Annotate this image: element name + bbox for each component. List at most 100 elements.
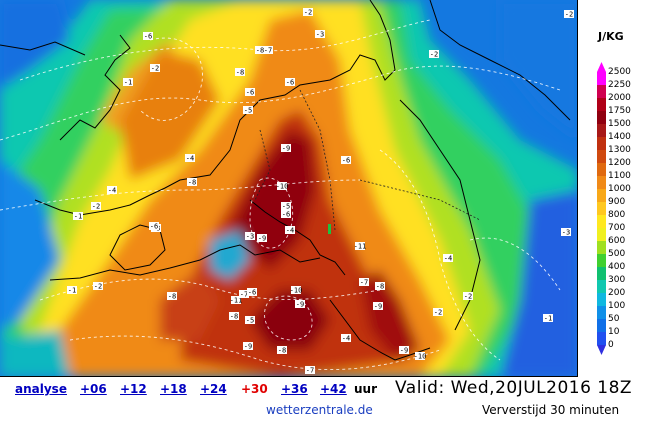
legend-swatch	[597, 163, 606, 177]
contour-label: -6	[281, 210, 291, 219]
contour-label: -8	[375, 282, 385, 291]
legend-tick-label: 600	[608, 236, 626, 246]
legend-tick-label: 1000	[608, 184, 631, 194]
svg-text:-6: -6	[150, 223, 158, 231]
legend-swatch	[597, 267, 606, 281]
svg-text:-4: -4	[342, 335, 350, 343]
contour-label: -2	[564, 10, 574, 19]
svg-text:-2: -2	[151, 65, 159, 73]
svg-text:-6: -6	[246, 89, 254, 97]
svg-text:-8: -8	[256, 47, 264, 55]
legend-swatch	[597, 215, 606, 229]
contour-label: -9	[373, 302, 383, 311]
contour-label: -9	[257, 234, 267, 243]
contour-label: -2	[150, 64, 160, 73]
footer: wetterzentrale.de Ververstijd 30 minuten	[0, 399, 648, 421]
legend-swatch	[597, 319, 606, 333]
svg-text:-9: -9	[296, 301, 304, 309]
svg-text:-5: -5	[282, 203, 290, 211]
legend-tick-label: 1400	[608, 132, 631, 142]
hours-unit-label: uur	[354, 382, 378, 396]
contour-label: -11	[354, 242, 367, 251]
legend-swatch	[597, 280, 606, 294]
nav-plus42-link[interactable]: +42	[320, 382, 347, 396]
legend-tick-label: 900	[608, 197, 626, 207]
legend-tick-label: 10	[608, 327, 620, 337]
contour-label: -2	[463, 292, 473, 301]
contour-label: -10	[290, 286, 302, 295]
svg-text:-11: -11	[354, 243, 367, 251]
contour-label: -10	[414, 352, 427, 361]
legend-swatch	[597, 332, 606, 346]
svg-text:-9: -9	[374, 303, 382, 311]
legend-swatch	[597, 202, 606, 216]
contour-label: -6	[247, 288, 257, 297]
svg-text:-6: -6	[282, 211, 290, 219]
legend-tick-label: 300	[608, 275, 626, 285]
contour-labels: -7-8-6-6-5-4-4-8-8-9-6-2-3-2-1-2-1-1-2-3…	[67, 8, 574, 375]
contour-label: -6	[341, 156, 351, 165]
svg-text:-1: -1	[68, 287, 76, 295]
contour-label: -4	[341, 334, 351, 343]
legend-swatch	[597, 111, 606, 125]
legend-panel: J/KG 2500 2250 2000 1750 1500 1400 1300 1200 110…	[578, 0, 648, 377]
contour-label: -3	[315, 30, 325, 39]
legend-top-arrow	[597, 62, 606, 72]
svg-text:-2: -2	[304, 9, 312, 17]
svg-text:-8: -8	[230, 313, 238, 321]
legend-swatch	[597, 306, 606, 320]
contour-label: -2	[433, 308, 443, 317]
svg-text:-10: -10	[276, 183, 289, 191]
svg-text:-9: -9	[258, 235, 266, 243]
legend-tick-label: 0	[608, 340, 614, 350]
svg-text:-4: -4	[286, 227, 294, 235]
legend-tick-label: 800	[608, 210, 626, 220]
contour-label: -2	[91, 202, 101, 211]
contour-label: -5	[245, 316, 255, 325]
legend-swatch	[597, 85, 606, 99]
legend-tick-label: 1100	[608, 171, 631, 181]
legend-swatch	[597, 241, 606, 255]
valid-time-label: Valid: Wed,20JUL2016 18Z	[395, 378, 633, 398]
site-link[interactable]: wetterzentrale.de	[266, 403, 373, 417]
legend-swatch	[597, 98, 606, 112]
legend-tick-label: 2250	[608, 80, 631, 90]
legend-tick-label: 500	[608, 249, 626, 259]
nav-plus24-link[interactable]: +24	[200, 382, 227, 396]
legend-swatch	[597, 137, 606, 151]
legend-swatch	[597, 228, 606, 242]
nav-plus18-link[interactable]: +18	[160, 382, 187, 396]
nav-plus30-current: +30	[241, 382, 268, 396]
svg-text:-9: -9	[244, 343, 252, 351]
contour-label: -9	[243, 342, 253, 351]
contour-label: -8	[167, 292, 177, 301]
svg-text:-2: -2	[464, 293, 472, 301]
legend-tick-label: 2500	[608, 67, 631, 77]
contour-label: -6	[285, 78, 295, 87]
contour-label: -7	[305, 366, 315, 375]
contour-label: -9	[281, 144, 291, 153]
svg-text:-2: -2	[94, 283, 102, 291]
cape-field: -7-8-6-6-5-4-4-8-8-9-6-2-3-2-1-2-1-1-2-3…	[0, 0, 577, 376]
nav-plus36-link[interactable]: +36	[281, 382, 308, 396]
legend-bottom-arrow	[597, 345, 606, 355]
contour-label: -8	[229, 312, 239, 321]
contour-label: -8	[187, 178, 197, 187]
forecast-nav-bar: analyse +06 +12 +18 +24 +30 +36 +42 uur …	[0, 377, 648, 399]
svg-text:-10: -10	[414, 353, 427, 361]
svg-text:-6: -6	[144, 33, 152, 41]
legend-tick-label: 1300	[608, 145, 631, 155]
legend-swatch	[597, 189, 606, 203]
contour-label: -11	[230, 296, 242, 305]
legend-swatch	[597, 150, 606, 164]
svg-text:-8: -8	[236, 69, 244, 77]
svg-text:-6: -6	[342, 157, 350, 165]
nav-analyse-link[interactable]: analyse	[15, 382, 67, 396]
legend-swatch	[597, 72, 606, 86]
nav-plus06-link[interactable]: +06	[80, 382, 107, 396]
svg-text:-4: -4	[444, 255, 452, 263]
legend-tick-label: 1500	[608, 119, 631, 129]
legend-tick-label: 400	[608, 262, 626, 272]
contour-label: -4	[443, 254, 453, 263]
nav-plus12-link[interactable]: +12	[120, 382, 147, 396]
